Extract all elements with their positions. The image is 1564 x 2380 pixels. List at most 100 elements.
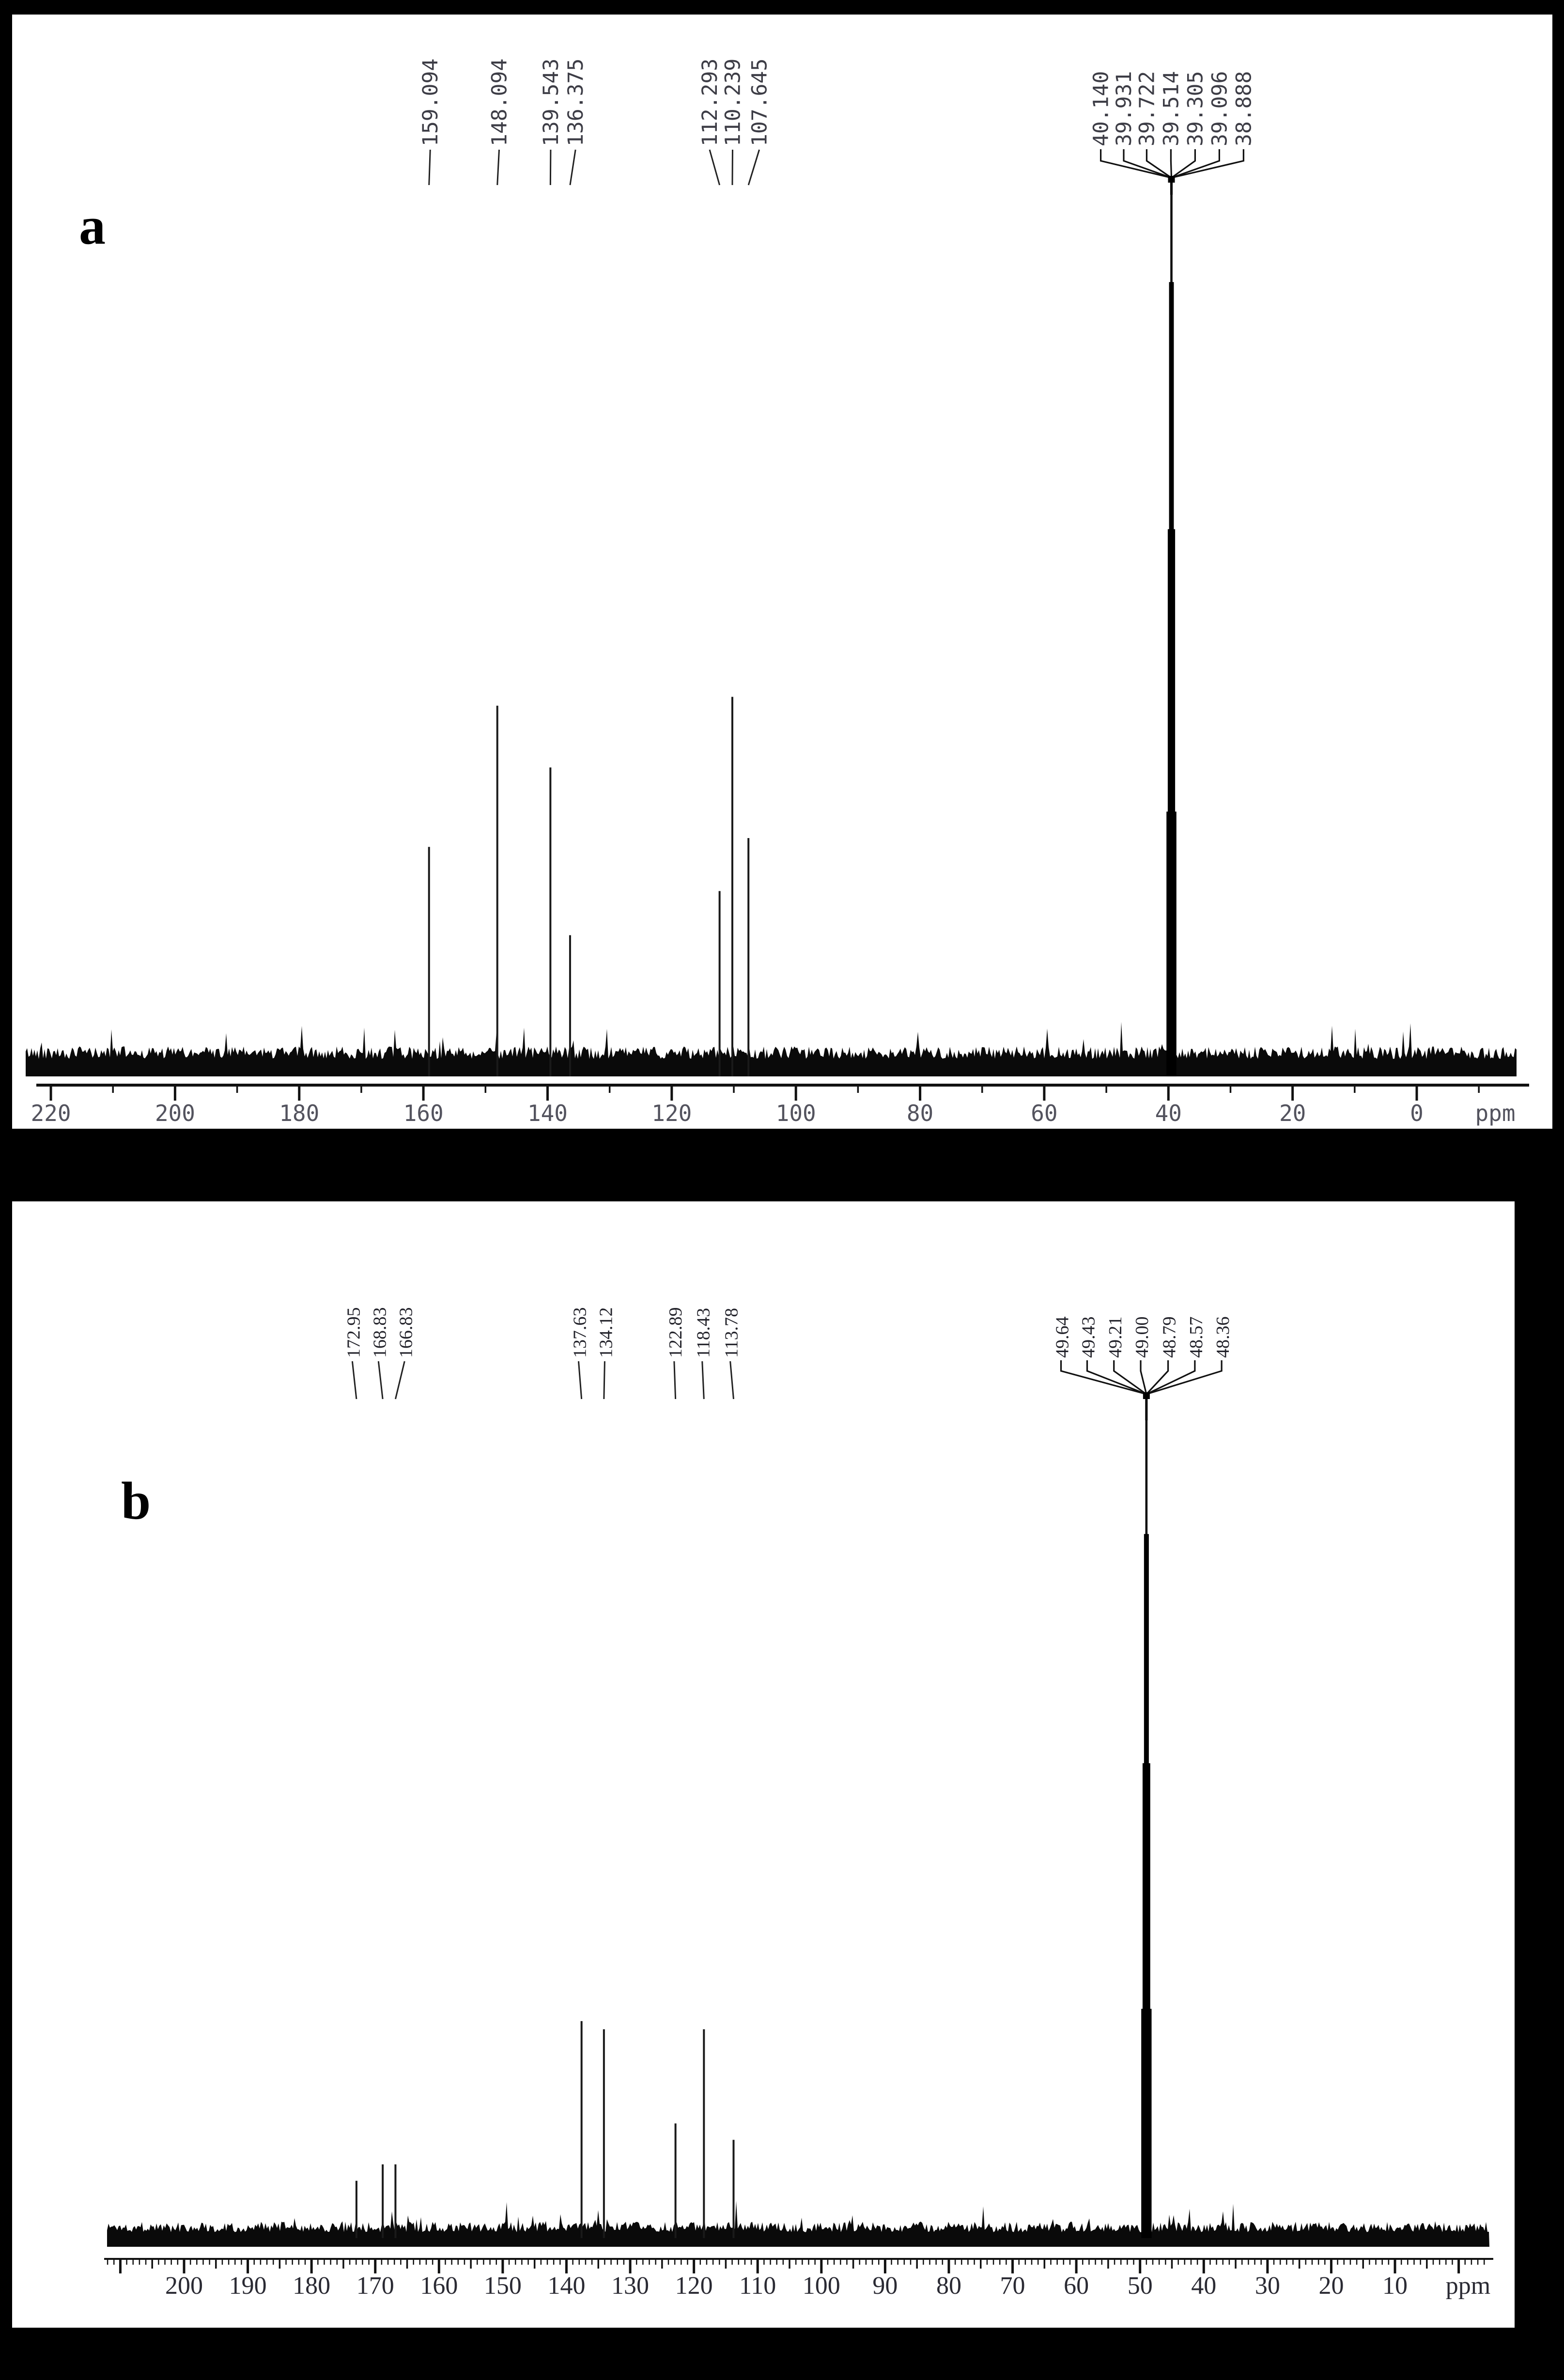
- peak-label: 159.094: [418, 59, 443, 146]
- axis-tick-label: 140: [527, 1100, 568, 1126]
- solvent-peak-label: 49.21: [1105, 1317, 1126, 1358]
- axis-tick-label: 120: [675, 2272, 713, 2300]
- axis-tick-label: 50: [1128, 2272, 1153, 2300]
- peak-label: 107.645: [748, 59, 772, 146]
- peak-leader-line: [394, 1361, 405, 1400]
- axis-tick-label: 80: [936, 2272, 961, 2300]
- axis-tick-label: 100: [803, 2272, 840, 2300]
- peak-label: 166.83: [396, 1307, 416, 1358]
- peak-leader-line: [603, 1361, 605, 1400]
- peak-leader-line: [673, 1361, 677, 1400]
- axis-tick-label: 120: [651, 1100, 692, 1126]
- axis-tick-label: 150: [484, 2272, 522, 2300]
- peak-label: 113.78: [722, 1308, 742, 1358]
- solvent-fan-line: [1060, 1360, 1147, 1395]
- solvent-peak-label: 48.79: [1160, 1317, 1180, 1358]
- axis-tick-label: 160: [420, 2272, 458, 2300]
- peak-leader-line: [496, 149, 500, 186]
- solvent-fan-line: [1146, 1360, 1169, 1395]
- solvent-peak-label: 39.931: [1112, 71, 1136, 146]
- noise-trace: [26, 1022, 1517, 1076]
- peak-label: 112.293: [698, 59, 722, 146]
- peak-label: 168.83: [370, 1307, 390, 1358]
- axis-unit-label: ppm: [1446, 2272, 1490, 2300]
- spectrum-b-canvas: b 200 190 180 170 160 150 140 130 120 110 100 90 80 70…: [104, 1307, 1493, 2300]
- solvent-peak-label: 39.722: [1135, 71, 1159, 146]
- axis-tick-label: 140: [547, 2272, 585, 2300]
- peak-label: 172.95: [343, 1307, 364, 1358]
- solvent-fan-line: [1171, 149, 1196, 179]
- peak-label: 118.43: [694, 1308, 714, 1358]
- solvent-fan-line: [1146, 1360, 1196, 1395]
- solvent-peak-label: 49.43: [1078, 1317, 1099, 1358]
- axis-tick-label: 60: [1064, 2272, 1089, 2300]
- axis-tick-label: 110: [739, 2272, 776, 2300]
- axis-tick-label: 20: [1279, 1100, 1306, 1126]
- solvent-fan-node: [1143, 1392, 1150, 1399]
- peak-label: 139.543: [539, 59, 563, 146]
- axis-tick-label: 170: [356, 2272, 394, 2300]
- peak-leader-line: [428, 149, 431, 186]
- peak-label: 148.094: [487, 59, 511, 146]
- solvent-fan-line: [1171, 149, 1244, 179]
- peak-label: 136.375: [564, 59, 588, 146]
- axis-tick-label: 10: [1382, 2272, 1408, 2300]
- axis-tick-label: 60: [1031, 1100, 1057, 1126]
- axis-tick-label: 70: [1000, 2272, 1025, 2300]
- peak-leader-line: [577, 1361, 583, 1400]
- axis-tick-label: 180: [279, 1100, 319, 1126]
- solvent-peak-label: 49.64: [1053, 1317, 1073, 1358]
- axis-tick-label: 220: [31, 1100, 71, 1126]
- peak-label: 137.63: [570, 1307, 590, 1358]
- axis-tick-label: 20: [1318, 2272, 1344, 2300]
- spectrum-panel-b: b 200 190 180 170 160 150 140 130 120 110 100 90 80 70…: [12, 1201, 1515, 2328]
- solvent-fan-line: [1146, 149, 1172, 179]
- axis-tick-label: 200: [155, 1100, 195, 1126]
- solvent-peak-label: 48.57: [1186, 1317, 1207, 1358]
- peak-leader-line: [709, 149, 721, 186]
- axis-tick-label: 0: [1410, 1100, 1424, 1126]
- panel-label: b: [121, 1471, 151, 1530]
- axis-tick-label: 190: [229, 2272, 267, 2300]
- noise-trace: [107, 2201, 1489, 2247]
- solvent-peak-label: 39.305: [1183, 71, 1208, 146]
- solvent-fan-line: [1086, 1360, 1147, 1395]
- peak-leader-line: [701, 1361, 705, 1400]
- axis-tick-label: 100: [776, 1100, 816, 1126]
- axis-tick-label: 40: [1191, 2272, 1216, 2300]
- solvent-peak-label: 48.36: [1213, 1317, 1233, 1358]
- axis-tick-label: 180: [293, 2272, 330, 2300]
- solvent-fan-line: [1140, 1360, 1147, 1395]
- solvent-fan-line: [1171, 149, 1220, 179]
- peak-leader-line: [569, 149, 576, 186]
- peak-label: 110.239: [721, 59, 745, 146]
- peak-leader-line: [351, 1361, 357, 1400]
- axis-tick-label: 90: [872, 2272, 898, 2300]
- axis-tick-label: 40: [1155, 1100, 1182, 1126]
- peak-label: 122.89: [666, 1307, 686, 1358]
- solvent-fan-line: [1123, 149, 1172, 179]
- solvent-peak-label: 40.140: [1089, 71, 1114, 146]
- solvent-peak-label: 39.514: [1159, 71, 1183, 146]
- peak-leader-line: [729, 1361, 734, 1400]
- solvent-fan-line: [1146, 1360, 1223, 1395]
- solvent-peak-label: 38.888: [1232, 71, 1256, 146]
- peak-leader-line: [747, 149, 760, 186]
- axis-tick-label: 80: [907, 1100, 933, 1126]
- solvent-fan-line: [1113, 1360, 1147, 1395]
- axis-tick-label: 160: [403, 1100, 444, 1126]
- axis-tick-label: 130: [611, 2272, 649, 2300]
- axis-tick-label: 30: [1255, 2272, 1280, 2300]
- solvent-fan-line: [1099, 149, 1172, 179]
- spectrum-panel-a: a 220 200 180 160 140 120 100 80 60 40 20 0 ppm 159.09…: [12, 15, 1552, 1129]
- solvent-fan-node: [1168, 176, 1175, 183]
- axis-tick-label: 200: [165, 2272, 203, 2300]
- panel-label: a: [79, 196, 106, 255]
- solvent-peak-label: 49.00: [1132, 1317, 1152, 1358]
- peak-leader-line: [377, 1361, 384, 1400]
- solvent-peak-label: 39.096: [1208, 71, 1232, 146]
- peak-leader-line: [549, 149, 552, 186]
- peak-label: 134.12: [596, 1307, 616, 1358]
- axis-unit-label: ppm: [1475, 1100, 1515, 1126]
